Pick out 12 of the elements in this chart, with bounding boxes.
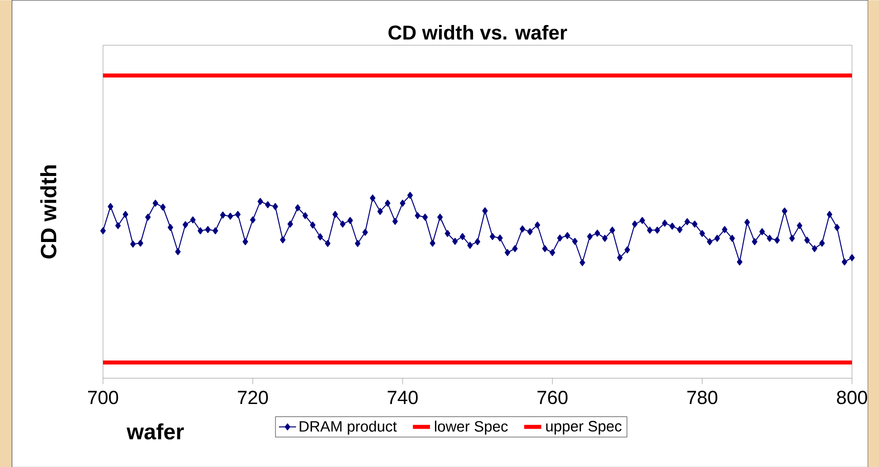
chart-title: CD width vs. wafer (388, 24, 568, 40)
legend-label: lower Spec (434, 420, 508, 434)
legend-label: DRAM product (300, 420, 397, 434)
x-tick-label: 700 (88, 390, 118, 404)
x-tick-label: 740 (388, 390, 418, 404)
x-tick-label: 780 (687, 390, 718, 404)
y-axis-title: CD width (40, 165, 56, 258)
x-tick-label: 800 (836, 390, 868, 404)
x-axis-title: wafer (126, 423, 184, 440)
x-tick-label: 720 (238, 390, 268, 404)
x-tick-label: 760 (538, 390, 568, 404)
legend-label: upper Spec (546, 420, 622, 434)
